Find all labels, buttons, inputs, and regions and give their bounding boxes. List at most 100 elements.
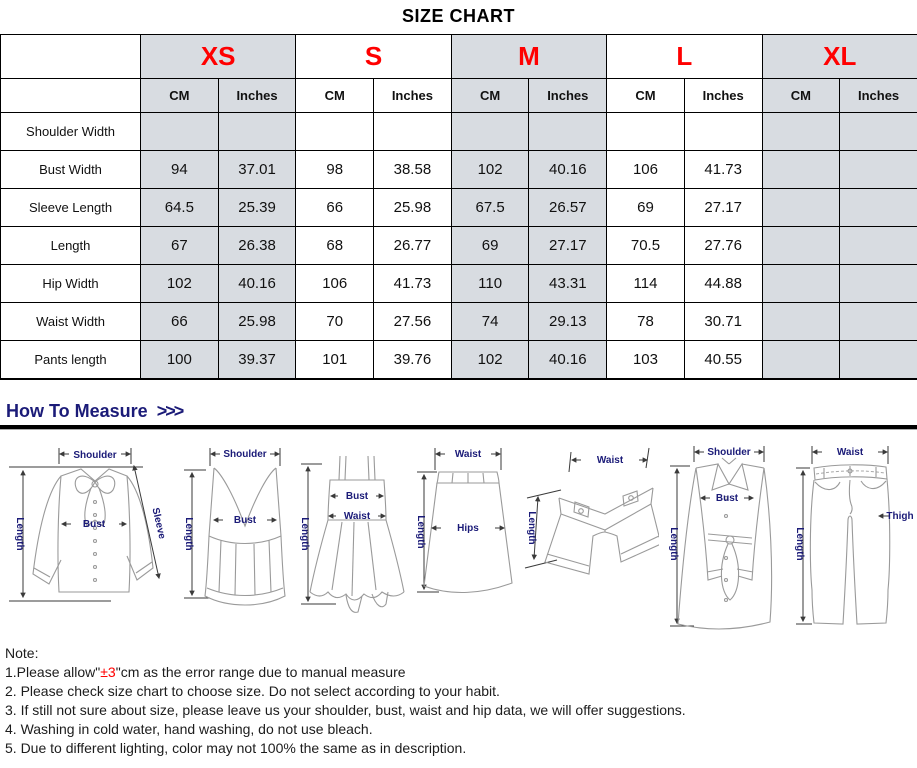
cell: 41.73 — [684, 151, 762, 189]
row-label: Shoulder Width — [1, 113, 141, 151]
unit-header-inches: Inches — [529, 79, 607, 113]
cell: 40.16 — [529, 341, 607, 380]
cell — [218, 113, 296, 151]
unit-header-cm: CM — [141, 79, 219, 113]
cell — [762, 227, 840, 265]
measure-label: Bust — [233, 515, 256, 526]
cell: 100 — [141, 341, 219, 380]
cell: 29.13 — [529, 303, 607, 341]
cell: 26.77 — [374, 227, 452, 265]
cell: 78 — [607, 303, 685, 341]
cell — [607, 113, 685, 151]
note-line-3: 3. If still not sure about size, please … — [5, 701, 913, 720]
cell: 25.98 — [218, 303, 296, 341]
measure-label: Shoulder — [223, 449, 266, 460]
cell: 94 — [141, 151, 219, 189]
table-row: Pants length 100 39.37 101 39.76 102 40.… — [1, 341, 917, 380]
corner-cell — [1, 79, 141, 113]
measure-label: Shoulder — [74, 450, 117, 461]
unit-header-inches: Inches — [374, 79, 452, 113]
table-row: Waist Width 66 25.98 70 27.56 74 29.13 7… — [1, 303, 917, 341]
size-header-s: S — [296, 35, 451, 79]
cell: 98 — [296, 151, 374, 189]
cell: 43.31 — [529, 265, 607, 303]
cell — [840, 189, 917, 227]
measure-label: Waist — [837, 447, 864, 458]
cell — [840, 151, 917, 189]
unit-header-inches: Inches — [684, 79, 762, 113]
measure-label: Waist — [455, 449, 482, 460]
cell: 40.16 — [529, 151, 607, 189]
unit-header-cm: CM — [296, 79, 374, 113]
cell: 26.57 — [529, 189, 607, 227]
note-line-1: 1.Please allow"±3"cm as the error range … — [5, 663, 913, 682]
row-label: Sleeve Length — [1, 189, 141, 227]
cell: 25.39 — [218, 189, 296, 227]
table-row: Length 67 26.38 68 26.77 69 27.17 70.5 2… — [1, 227, 917, 265]
cell: 70.5 — [607, 227, 685, 265]
cell: 114 — [607, 265, 685, 303]
row-label: Bust Width — [1, 151, 141, 189]
cell — [840, 227, 917, 265]
cell — [840, 303, 917, 341]
note-line-4: 4. Washing in cold water, hand washing, … — [5, 720, 913, 739]
cell — [762, 341, 840, 380]
measure-label: Bust — [716, 493, 739, 504]
cell: 27.56 — [374, 303, 452, 341]
cell: 39.37 — [218, 341, 296, 380]
measure-label: Waist — [597, 455, 624, 466]
cell: 102 — [141, 265, 219, 303]
cell: 30.71 — [684, 303, 762, 341]
cell: 27.17 — [529, 227, 607, 265]
page-title: SIZE CHART — [0, 6, 917, 27]
cell — [840, 341, 917, 380]
cell: 69 — [607, 189, 685, 227]
cell: 67 — [141, 227, 219, 265]
figure-cami-dress: Length Bust Waist — [296, 440, 411, 636]
size-header-xs: XS — [141, 35, 296, 79]
cell: 103 — [607, 341, 685, 380]
cell: 26.38 — [218, 227, 296, 265]
notes-section: Note: 1.Please allow"±3"cm as the error … — [0, 636, 917, 768]
figure-coat: Shoulder Length Bust — [660, 440, 786, 636]
cell: 27.76 — [684, 227, 762, 265]
table-row: Shoulder Width — [1, 113, 917, 151]
how-to-measure-label: How To Measure — [6, 401, 148, 421]
measure-label: Sleeve — [150, 507, 168, 541]
cell — [684, 113, 762, 151]
cell — [762, 303, 840, 341]
note-line-5: 5. Due to different lighting, color may … — [5, 739, 913, 758]
cell: 40.16 — [218, 265, 296, 303]
cell: 110 — [451, 265, 529, 303]
measure-label: Length — [14, 517, 25, 550]
unit-header-row: CM Inches CM Inches CM Inches CM Inches … — [1, 79, 917, 113]
figure-blouse: Length Shoulder Sleeve Bust — [3, 440, 175, 636]
cell: 101 — [296, 341, 374, 380]
size-chart-table: XS S M L XL CM Inches CM Inches CM Inche… — [0, 34, 917, 380]
cell — [762, 265, 840, 303]
table-row: Bust Width 94 37.01 98 38.58 102 40.16 1… — [1, 151, 917, 189]
corner-cell — [1, 35, 141, 79]
cell: 38.58 — [374, 151, 452, 189]
size-header-row: XS S M L XL — [1, 35, 917, 79]
figure-shorts: Waist Length — [519, 440, 659, 636]
measure-label: Waist — [344, 511, 371, 522]
unit-header-inches: Inches — [840, 79, 917, 113]
cell — [451, 113, 529, 151]
cell: 70 — [296, 303, 374, 341]
cell — [762, 113, 840, 151]
measure-label: Length — [526, 511, 537, 544]
figure-pants: Waist Length Thigh — [786, 440, 914, 636]
cell: 66 — [141, 303, 219, 341]
cell: 68 — [296, 227, 374, 265]
unit-header-cm: CM — [607, 79, 685, 113]
measure-label: Thigh — [886, 511, 913, 522]
unit-header-cm: CM — [451, 79, 529, 113]
row-label: Waist Width — [1, 303, 141, 341]
cell: 102 — [451, 341, 529, 380]
cell — [762, 189, 840, 227]
table-row: Sleeve Length 64.5 25.39 66 25.98 67.5 2… — [1, 189, 917, 227]
size-chart-page: SIZE CHART XS S M L XL CM Inches CM — [0, 6, 917, 768]
cell: 67.5 — [451, 189, 529, 227]
cell: 74 — [451, 303, 529, 341]
